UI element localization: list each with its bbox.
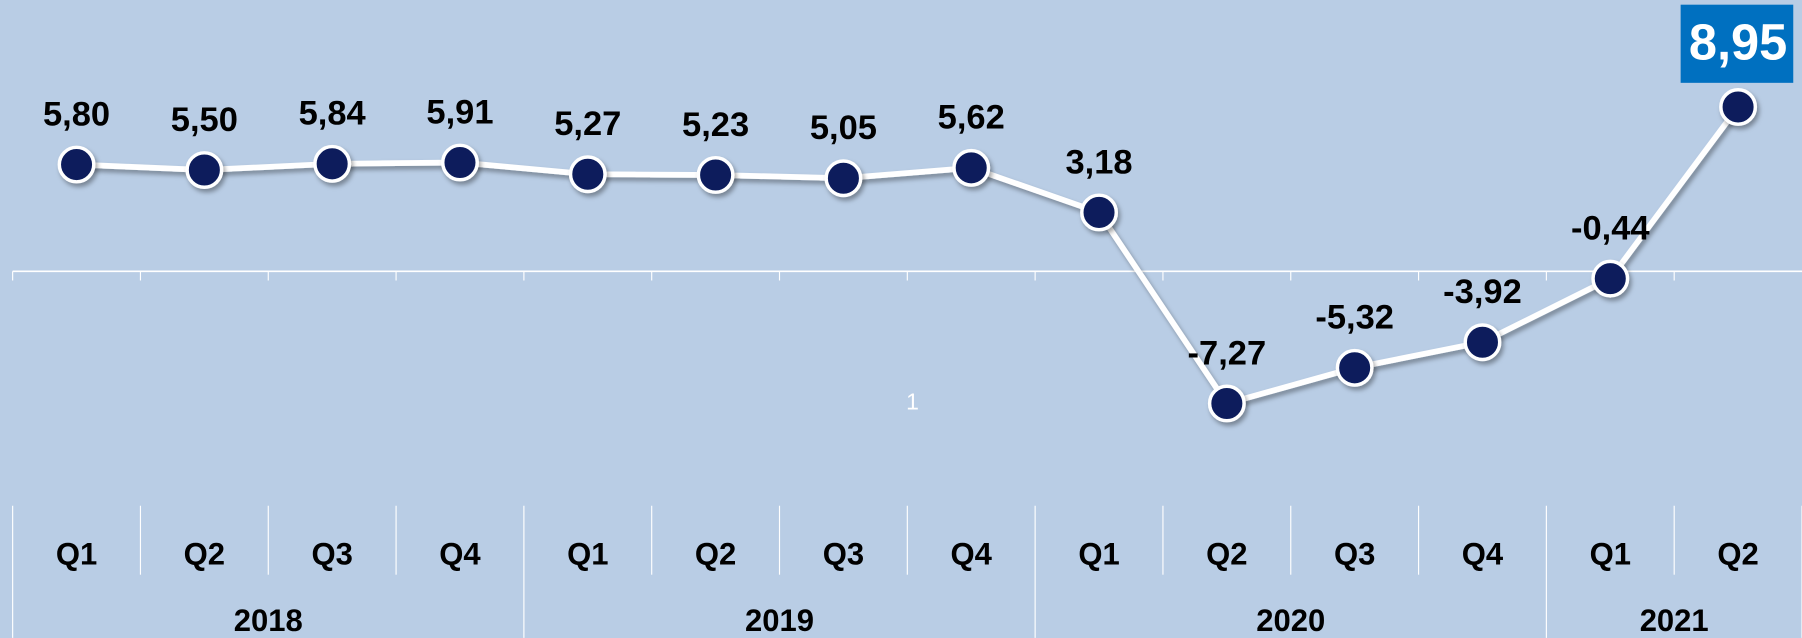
data-point (1335, 348, 1374, 387)
data-label: 5,84 (299, 95, 366, 133)
data-point (1207, 384, 1246, 423)
x-tick-label: Q2 (695, 537, 736, 572)
data-label: 3,18 (1065, 143, 1132, 181)
x-tick-label: Q2 (1717, 537, 1758, 572)
data-label: -0,44 (1571, 209, 1650, 247)
x-tick-label: Q1 (1078, 537, 1119, 572)
data-point (1080, 193, 1119, 232)
data-label: 5,62 (938, 99, 1005, 137)
data-label: -3,92 (1443, 273, 1522, 311)
data-label: 8,95 (1689, 13, 1787, 70)
data-point (1463, 323, 1502, 362)
x-tick-label: Q4 (1462, 537, 1504, 572)
data-label: -7,27 (1188, 334, 1267, 372)
x-tick-label: Q4 (951, 537, 993, 572)
data-point (824, 159, 863, 198)
annotation: 1 (906, 389, 919, 415)
year-label: 2021 (1640, 603, 1709, 638)
x-tick-label: Q1 (567, 537, 608, 572)
year-label: 2019 (745, 603, 814, 638)
data-point (1591, 259, 1630, 298)
data-label: 5,50 (171, 101, 238, 139)
data-label: -5,32 (1315, 299, 1394, 337)
x-tick-label: Q3 (1334, 537, 1375, 572)
data-point (952, 148, 991, 187)
x-tick-label: Q3 (823, 537, 864, 572)
x-tick-label: Q1 (56, 537, 97, 572)
data-label: 5,80 (43, 95, 110, 133)
data-point (57, 145, 96, 184)
data-point (313, 144, 352, 183)
data-label: 5,05 (810, 109, 877, 147)
data-point (568, 155, 607, 194)
data-label: 5,91 (426, 93, 493, 131)
x-tick-label: Q1 (1590, 537, 1631, 572)
highlight-box (1680, 4, 1794, 83)
year-label: 2018 (234, 603, 303, 638)
data-label: 5,23 (682, 106, 749, 144)
series-line (76, 105, 1741, 407)
x-tick-label: Q2 (1206, 537, 1247, 572)
data-point (441, 143, 479, 182)
x-tick-label: Q4 (439, 537, 481, 572)
year-label: 2020 (1256, 603, 1325, 638)
data-label: 5,27 (554, 105, 621, 143)
x-tick-label: Q2 (184, 537, 225, 572)
x-tick-label: Q3 (311, 537, 352, 572)
data-point (1719, 88, 1758, 126)
data-point (185, 151, 224, 189)
data-point (696, 156, 735, 194)
